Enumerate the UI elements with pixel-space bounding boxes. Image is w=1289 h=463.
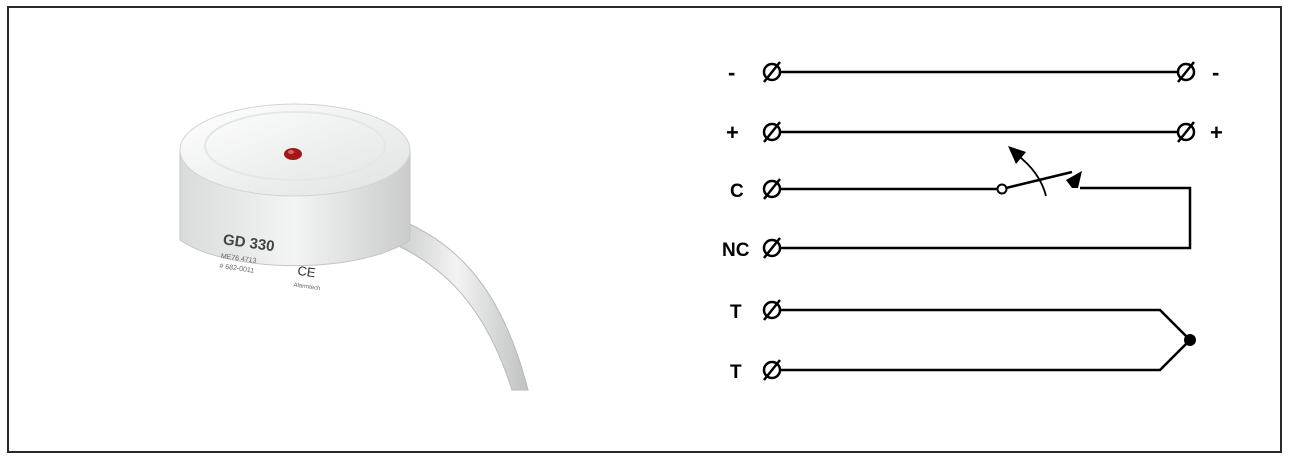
terminal-minus-right	[1176, 61, 1196, 83]
label-minus-right: -	[1212, 60, 1219, 85]
label-t1: T	[730, 302, 742, 323]
switch-arrow-head	[1008, 146, 1026, 164]
terminal-plus-right	[1176, 121, 1196, 143]
ce-mark: CE	[297, 263, 317, 280]
code-label-1: ME76 4713	[220, 253, 257, 265]
label-minus-left: -	[728, 60, 735, 85]
terminal-t2-left	[762, 359, 782, 381]
terminal-t1-left	[762, 299, 782, 321]
nc-contact	[1066, 171, 1082, 188]
terminal-nc-left	[762, 237, 782, 259]
wiring-diagram: - + C NC T T - +	[722, 60, 1223, 383]
sensor-cable	[385, 217, 529, 391]
terminal-plus-left	[762, 121, 782, 143]
switch-pivot	[996, 183, 1008, 195]
terminal-minus-left	[762, 61, 782, 83]
switch-arrow-arc	[1015, 153, 1047, 197]
code-label-2: # 682-0011	[219, 263, 255, 275]
terminal-c-left	[762, 178, 782, 200]
label-t2: T	[730, 362, 742, 383]
label-plus-left: +	[726, 120, 739, 145]
label-c: C	[730, 181, 744, 202]
t-junction-dot	[1184, 334, 1196, 346]
brand-label: Alarmtech	[293, 282, 321, 292]
wire-t-loop	[780, 308, 1192, 372]
led-indicator	[284, 148, 302, 160]
wire-nc-return	[780, 186, 1192, 250]
label-plus-right: +	[1210, 120, 1223, 145]
label-nc: NC	[722, 240, 750, 261]
sensor-photo: GD 330 ME76 4713 # 682-0011 CE Alarmtech	[179, 103, 529, 391]
